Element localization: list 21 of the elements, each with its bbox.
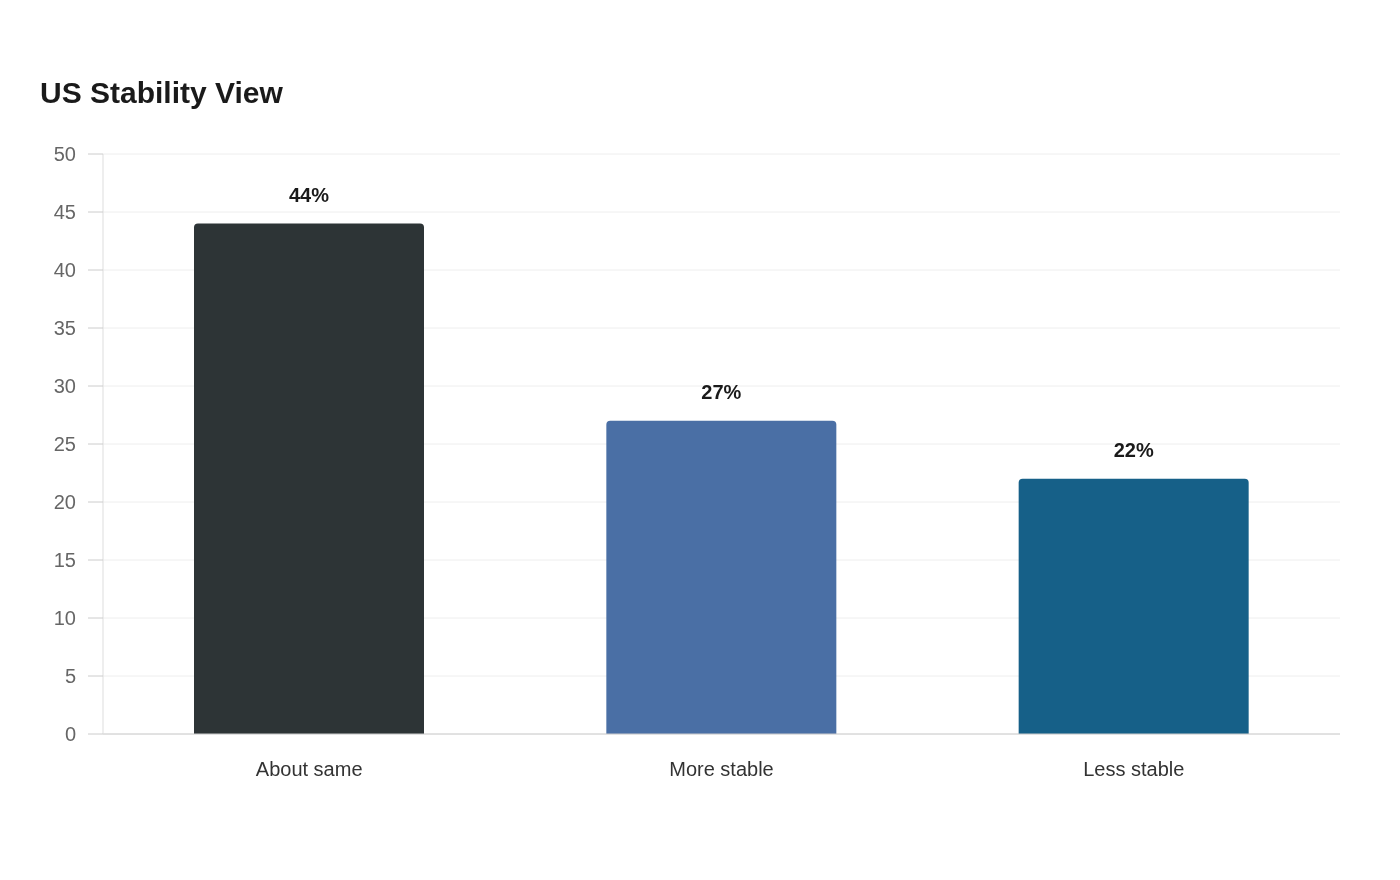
y-tick-label: 5	[64, 665, 76, 688]
y-tick-label: 25	[53, 433, 76, 456]
y-tick-label: 10	[53, 607, 76, 630]
y-tick-label: 50	[53, 143, 76, 166]
bar	[1018, 478, 1249, 734]
y-tick-label: 15	[53, 549, 76, 572]
y-tick-label: 20	[53, 491, 76, 514]
data-label: 44%	[288, 183, 330, 206]
x-tick-label: Less stable	[1083, 758, 1185, 781]
chart-title: US Stability View	[40, 76, 283, 110]
y-tick-label: 40	[53, 259, 76, 282]
bar	[606, 420, 837, 734]
y-tick-label: 35	[53, 317, 76, 340]
bar	[194, 223, 424, 734]
data-label: 22%	[1113, 438, 1154, 461]
y-tick-label: 0	[64, 723, 76, 746]
y-tick-label: 45	[53, 201, 76, 224]
data-label: 27%	[701, 380, 742, 403]
x-tick-label: About same	[255, 758, 363, 781]
x-tick-label: More stable	[669, 758, 774, 781]
y-tick-label: 30	[53, 375, 76, 398]
